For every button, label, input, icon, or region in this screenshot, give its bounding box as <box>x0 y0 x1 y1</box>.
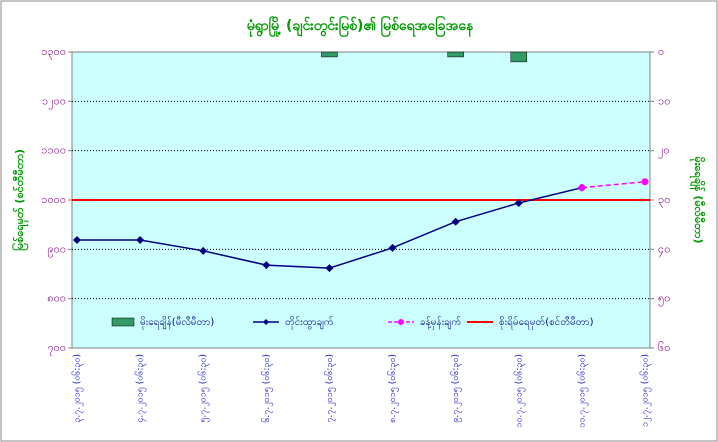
x-tick-label: ၁၁.၇.၂၀၁၅ (၀၆:၃၀) <box>576 354 588 428</box>
legend-label: ခန့်မှန်းချက် <box>420 315 461 330</box>
x-tick-label: ၁၂.၇.၂၀၁၅ (၀၆:၃၀) <box>640 354 652 427</box>
legend-swatch <box>111 317 135 327</box>
point <box>199 246 208 255</box>
rain-bar <box>510 51 528 63</box>
point <box>451 217 460 226</box>
legend-swatch <box>398 319 404 325</box>
x-tick-label: ၉.၇.၂၀၁၅ (၀၆:၃၀) <box>450 354 462 423</box>
y2-tick-label: ၂၀ <box>658 144 670 159</box>
y2-tick-label: ၃၀ <box>658 193 670 208</box>
x-tick-label: ၇.၇.၂၀၁၅ (၀၆:၃၀) <box>324 354 336 423</box>
y-tick-label: ၈၀၀ <box>47 292 66 305</box>
chart-title: မုံရွာမြို့ (ချင်းတွင်းမြစ်)၏ မြစ်ရေအခြေ… <box>247 16 474 37</box>
y2-tick-label: ၁၀ <box>658 94 670 107</box>
legend-label: စိုးရိမ်ရေမှတ်(စင်တီမီတာ) <box>499 315 594 330</box>
legend-swatch <box>263 319 269 325</box>
y2-tick-label: ၅၀ <box>658 292 670 307</box>
x-tick-label: ၆.၇.၂၀၁၅ (၀၆:၃၀) <box>261 354 273 423</box>
x-tick-label: ၄.၇.၂၀၁၅ (၀၆:၃၀) <box>135 354 147 423</box>
y-tick-label: ၉၀၀ <box>47 242 66 257</box>
y-tick-label: ၁၁၀၀ <box>41 144 66 157</box>
point <box>641 178 649 186</box>
y-tick-label: ၁၃၀၀ <box>41 45 66 60</box>
point <box>578 184 586 192</box>
x-tick-label: ၅.၇.၂၀၁၅ (၀၆:၃၀) <box>198 354 210 423</box>
y-tick-label: ၇၀၀ <box>47 341 66 356</box>
y-axis-title: မြစ်ရေမှတ် (စင်တီမီတာ) <box>11 149 29 251</box>
y-tick-label: ၁၀၀၀ <box>41 193 66 206</box>
legend-label: မိုးရေချိန်(မီလီမီတာ) <box>140 315 214 330</box>
y2-tick-label: ၀ <box>658 45 664 58</box>
rain-bar <box>321 51 338 58</box>
x-tick-label: ၁၀.၇.၂၀၁၅ (၀၆:၃၀) <box>513 354 525 428</box>
line-series <box>581 181 646 189</box>
x-tick-label: ၈.၇.၂၀၁၅ (၀၆:၃၀) <box>387 354 399 423</box>
point <box>325 264 334 273</box>
point <box>388 243 397 252</box>
x-tick-label: ၃.၇.၂၀၁၅ (၀၆:၃၀) <box>72 354 84 423</box>
y2-tick-label: ၆၀ <box>658 341 670 354</box>
point <box>262 261 271 270</box>
legend-label: တိုင်းထွာချက် <box>285 315 334 330</box>
y2-tick-label: ၄၀ <box>658 242 670 257</box>
point <box>136 235 145 244</box>
y2-axis-title: မိုးရေချိန် (မီလီမီတာ) <box>689 157 706 244</box>
point <box>73 235 81 244</box>
rain-bar <box>447 51 464 58</box>
y-tick-label: ၁၂၀၀ <box>42 94 66 109</box>
point <box>514 198 523 207</box>
